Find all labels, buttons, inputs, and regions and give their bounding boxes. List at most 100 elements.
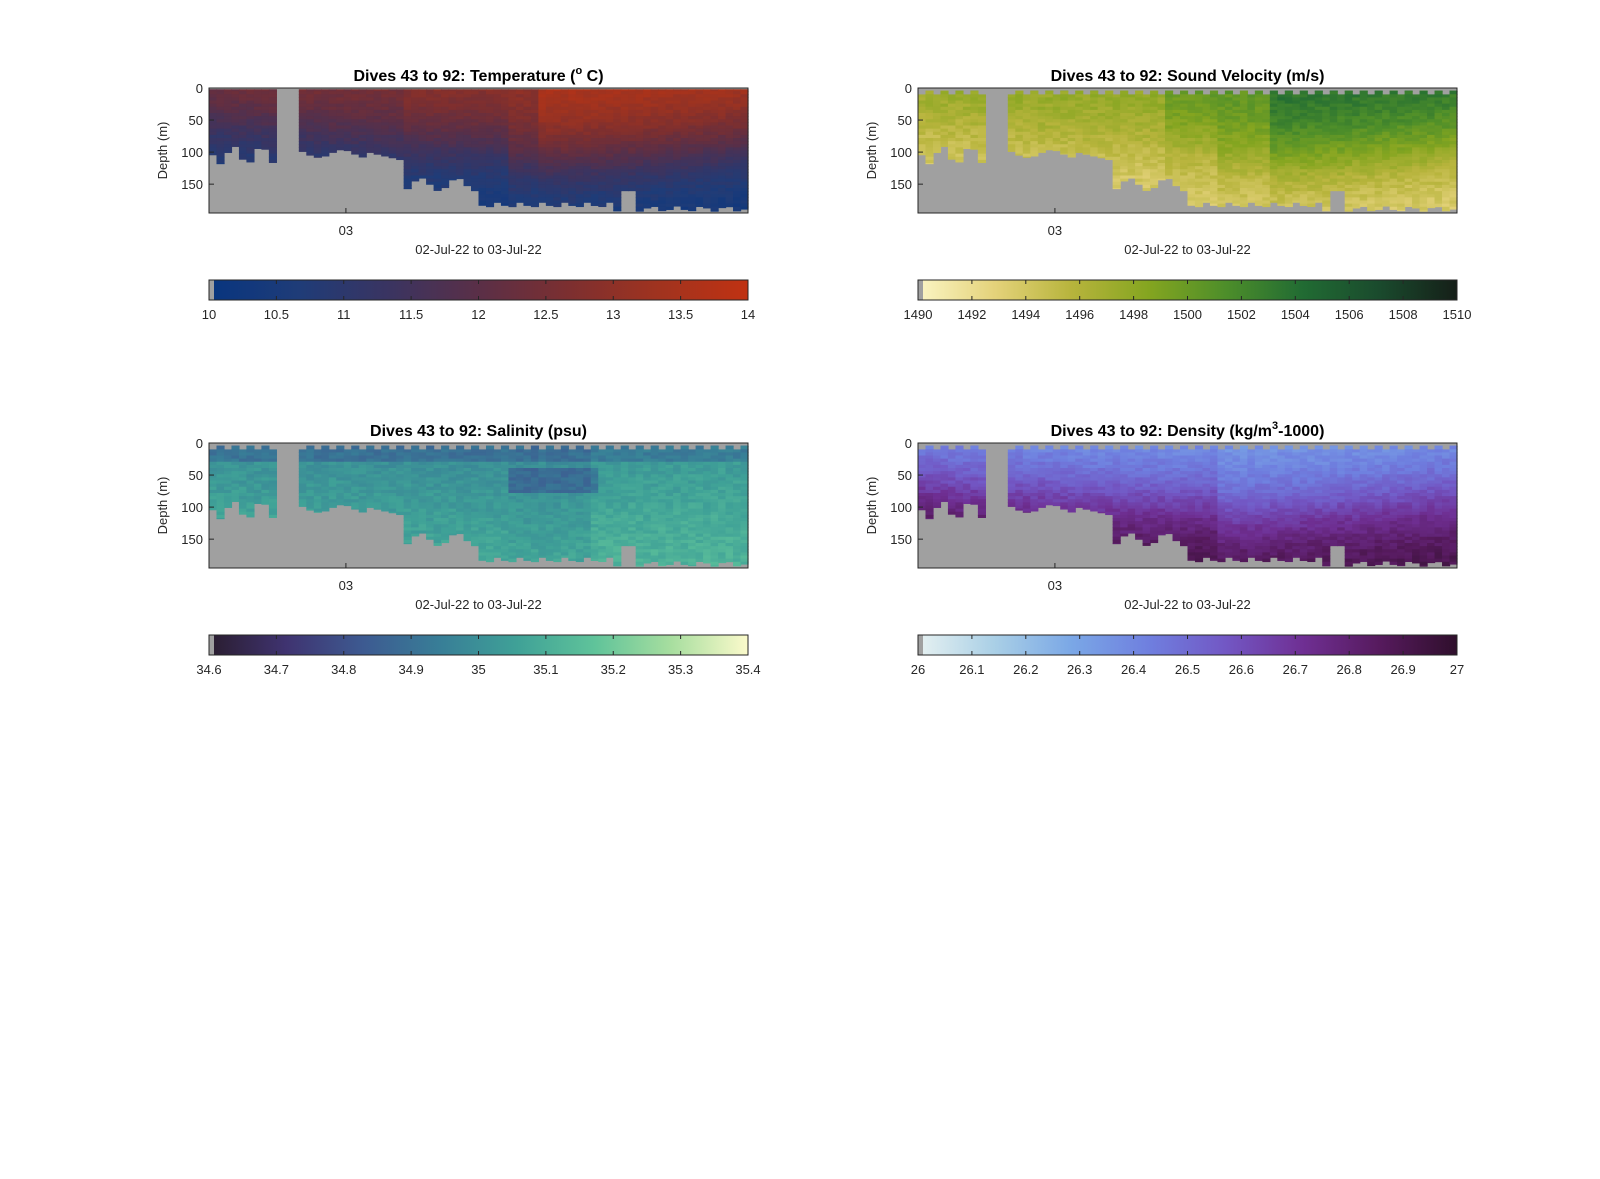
heatmap-cell xyxy=(1262,113,1271,117)
heatmap-cell xyxy=(1187,125,1196,130)
heatmap-cell xyxy=(471,150,480,155)
heatmap-cell xyxy=(1224,181,1234,186)
heatmap-cell xyxy=(553,203,562,208)
heatmap-cell xyxy=(328,477,337,482)
heatmap-cell xyxy=(977,100,986,105)
heatmap-cell xyxy=(1247,191,1256,195)
heatmap-cell xyxy=(1412,125,1421,130)
heatmap-cell xyxy=(298,496,307,500)
heatmap-cell xyxy=(523,97,532,102)
heatmap-cell xyxy=(1045,109,1054,114)
heatmap-cell xyxy=(658,134,667,139)
heatmap-cell xyxy=(688,150,697,155)
heatmap-cell xyxy=(1127,153,1136,158)
heatmap-cell xyxy=(1022,147,1031,152)
heatmap-cell xyxy=(418,518,427,522)
heatmap-cell xyxy=(1015,128,1024,133)
heatmap-cell xyxy=(1180,116,1189,120)
heatmap-cell xyxy=(598,141,607,145)
heatmap-cell xyxy=(216,144,225,148)
heatmap-cell xyxy=(515,188,525,192)
heatmap-cell xyxy=(658,141,667,145)
heatmap-cell xyxy=(1120,106,1129,111)
heatmap-cell xyxy=(680,156,689,161)
heatmap-cell xyxy=(515,116,525,120)
heatmap-cell xyxy=(418,153,427,158)
heatmap-cell xyxy=(306,480,315,485)
heatmap-cell xyxy=(710,94,719,98)
heatmap-cell xyxy=(351,464,360,469)
heatmap-cell xyxy=(448,91,457,95)
heatmap-cell xyxy=(733,156,742,161)
heatmap-cell xyxy=(1367,181,1376,186)
heatmap-cell xyxy=(441,153,450,158)
heatmap-cell xyxy=(1135,134,1144,139)
heatmap-cell xyxy=(388,119,397,123)
heatmap-cell xyxy=(1030,119,1039,123)
heatmap-cell xyxy=(426,446,435,450)
heatmap-cell xyxy=(1277,200,1286,205)
heatmap-cell xyxy=(1352,97,1361,102)
heatmap-cell xyxy=(1404,184,1413,189)
heatmap-cell xyxy=(1412,181,1421,186)
heatmap-cell xyxy=(388,122,397,127)
heatmap-cell xyxy=(1172,113,1181,117)
heatmap-cell xyxy=(508,197,517,202)
heatmap-cell xyxy=(605,175,614,180)
heatmap-cell xyxy=(673,175,682,180)
heatmap-cell xyxy=(545,91,554,95)
heatmap-cell xyxy=(343,89,352,92)
heatmap-cell xyxy=(1165,100,1174,105)
heatmap-cell xyxy=(1389,131,1398,136)
heatmap-cell xyxy=(1427,188,1436,192)
heatmap-cell xyxy=(1209,194,1219,198)
heatmap-cell xyxy=(940,103,949,108)
heatmap-cell xyxy=(1389,159,1398,164)
heatmap-cell xyxy=(718,106,727,111)
heatmap-cell xyxy=(463,172,472,177)
heatmap-cell xyxy=(216,119,225,123)
heatmap-cell xyxy=(1209,166,1219,170)
heatmap-cell xyxy=(1052,109,1061,114)
heatmap-cell xyxy=(253,94,263,98)
heatmap-cell xyxy=(381,134,390,139)
heatmap-cell xyxy=(261,147,270,150)
heatmap-cell xyxy=(1299,163,1308,167)
heatmap-cell xyxy=(1239,122,1248,127)
heatmap-cell xyxy=(426,97,435,102)
heatmap-cell xyxy=(650,100,659,105)
heatmap-cell xyxy=(223,449,233,453)
heatmap-cell xyxy=(1329,109,1338,114)
heatmap-cell xyxy=(1209,197,1219,202)
heatmap-cell xyxy=(947,131,957,136)
heatmap-cell xyxy=(628,138,637,142)
heatmap-cell xyxy=(932,144,942,148)
heatmap-cell xyxy=(703,153,712,158)
heatmap-cell xyxy=(1292,122,1301,127)
heatmap-cell xyxy=(403,172,412,177)
heatmap-cell xyxy=(1404,178,1413,183)
heatmap-cell xyxy=(523,156,532,161)
heatmap-cell xyxy=(718,200,727,205)
heatmap-cell xyxy=(553,119,562,123)
heatmap-cell xyxy=(1135,175,1144,180)
heatmap-cell xyxy=(358,131,367,136)
heatmap-cell xyxy=(1389,153,1398,158)
heatmap-cell xyxy=(1367,159,1376,164)
heatmap-cell xyxy=(1217,178,1226,183)
heatmap-cell xyxy=(1397,97,1406,102)
heatmap-cell xyxy=(1352,131,1361,136)
heatmap-cell xyxy=(238,106,248,111)
heatmap-cell xyxy=(1322,206,1331,211)
heatmap-cell xyxy=(605,94,614,98)
heatmap-cell xyxy=(1015,119,1024,123)
heatmap-cell xyxy=(1397,109,1406,114)
heatmap-cell xyxy=(1060,144,1069,148)
heatmap-cell xyxy=(238,100,248,105)
heatmap-cell xyxy=(658,113,667,117)
heatmap-cell xyxy=(268,119,277,123)
heatmap-cell xyxy=(433,188,442,191)
heatmap-cell xyxy=(1404,119,1413,123)
heatmap-cell xyxy=(1067,141,1076,145)
heatmap-cell xyxy=(358,134,367,139)
